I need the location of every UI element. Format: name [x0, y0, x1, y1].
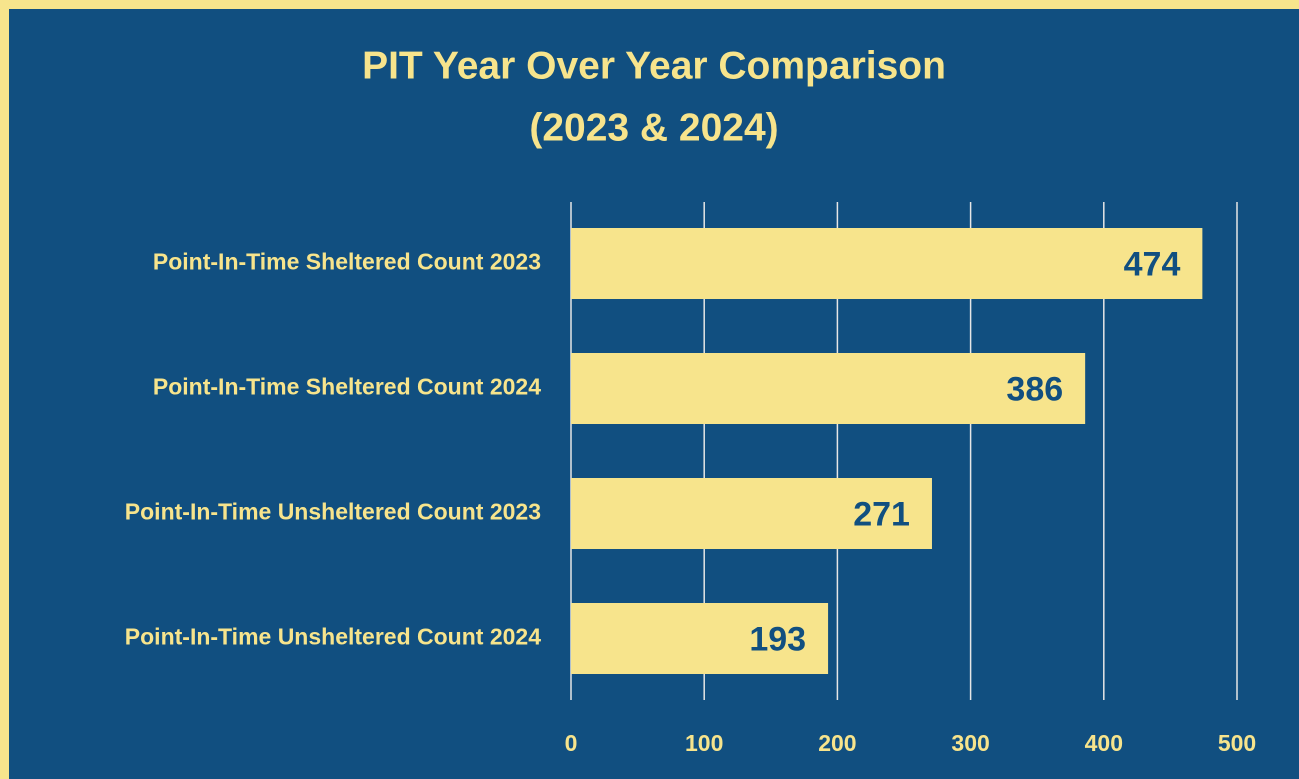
x-tick-label: 400 [1085, 730, 1123, 756]
chart-title: PIT Year Over Year Comparison [362, 44, 946, 87]
x-tick-label: 100 [685, 730, 723, 756]
y-tick-label: Point-In-Time Unsheltered Count 2023 [125, 499, 541, 525]
x-tick-label: 500 [1218, 730, 1256, 756]
data-label: 271 [853, 495, 910, 533]
bar [571, 228, 1203, 299]
data-label: 386 [1006, 370, 1063, 408]
y-tick-label: Point-In-Time Sheltered Count 2024 [153, 374, 541, 400]
bar [571, 353, 1086, 424]
chart-subtitle: (2023 & 2024) [529, 106, 778, 149]
y-tick-label: Point-In-Time Sheltered Count 2023 [153, 249, 541, 275]
x-tick-label: 300 [951, 730, 989, 756]
bar [571, 603, 829, 674]
x-tick-label: 0 [565, 730, 578, 756]
data-label: 193 [749, 620, 806, 658]
data-label: 474 [1124, 245, 1181, 283]
x-tick-label: 200 [818, 730, 856, 756]
bar [571, 478, 932, 549]
y-tick-label: Point-In-Time Unsheltered Count 2024 [125, 624, 541, 650]
